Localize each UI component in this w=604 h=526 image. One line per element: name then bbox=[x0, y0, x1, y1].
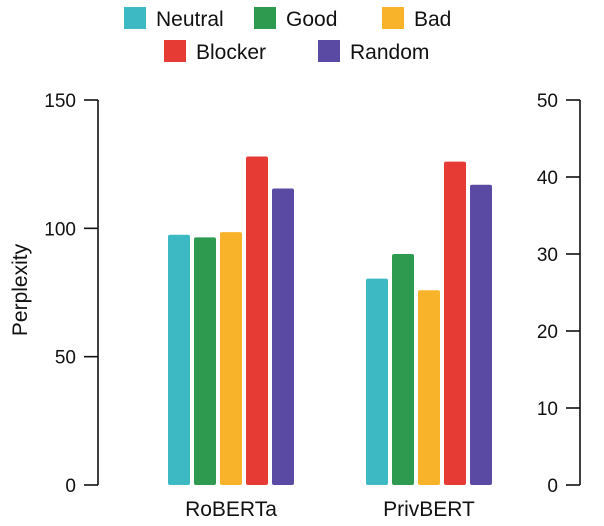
legend-label-random: Random bbox=[350, 41, 429, 64]
bar-neutral-roberta bbox=[168, 234, 190, 485]
legend-item-good: Good bbox=[254, 7, 337, 31]
right-tick-label: 50 bbox=[537, 91, 558, 112]
y-axis-title: Perplexity bbox=[9, 243, 32, 336]
right-tick-label: 40 bbox=[537, 168, 558, 189]
left-tick-label: 100 bbox=[44, 219, 76, 240]
category-label-roberta: RoBERTa bbox=[185, 498, 277, 521]
bar-blocker-roberta bbox=[246, 156, 268, 485]
left-tick-label: 50 bbox=[55, 348, 76, 369]
legend-item-bad: Bad bbox=[382, 7, 451, 31]
bar-neutral-privbert bbox=[366, 278, 388, 485]
left-tick-label: 150 bbox=[44, 91, 76, 112]
legend-swatch-bad bbox=[382, 7, 404, 29]
left-tick-label: 0 bbox=[65, 476, 76, 497]
legend-swatch-random bbox=[318, 40, 340, 62]
legend-item-blocker: Blocker bbox=[164, 40, 266, 64]
right-tick-label: 30 bbox=[537, 245, 558, 266]
legend-label-neutral: Neutral bbox=[156, 8, 224, 31]
legend-label-bad: Bad bbox=[414, 8, 451, 31]
legend-label-blocker: Blocker bbox=[196, 41, 266, 64]
legend-item-random: Random bbox=[318, 40, 429, 64]
bar-good-privbert bbox=[392, 254, 414, 485]
legend-item-neutral: Neutral bbox=[124, 7, 224, 31]
right-tick-label: 20 bbox=[537, 322, 558, 343]
bar-bad-roberta bbox=[220, 232, 242, 485]
bar-good-roberta bbox=[194, 237, 216, 485]
right-tick-label: 0 bbox=[547, 476, 558, 497]
legend-label-good: Good bbox=[286, 8, 337, 31]
legend-swatch-neutral bbox=[124, 7, 146, 29]
left-y-axis: 0 50 100 150 bbox=[44, 91, 99, 497]
bar-random-privbert bbox=[470, 184, 492, 485]
category-labels: RoBERTa PrivBERT bbox=[185, 498, 475, 521]
legend-swatch-good bbox=[254, 7, 276, 29]
category-label-privbert: PrivBERT bbox=[383, 498, 475, 521]
bar-bad-privbert bbox=[418, 290, 440, 485]
legend: Neutral Good Bad Blocker Random bbox=[124, 7, 451, 64]
bars bbox=[168, 156, 492, 486]
right-y-axis: 0 10 20 30 40 50 bbox=[537, 91, 581, 497]
legend-swatch-blocker bbox=[164, 40, 186, 62]
right-tick-label: 10 bbox=[537, 399, 558, 420]
bar-blocker-privbert bbox=[444, 161, 466, 485]
bar-random-roberta bbox=[272, 188, 294, 486]
